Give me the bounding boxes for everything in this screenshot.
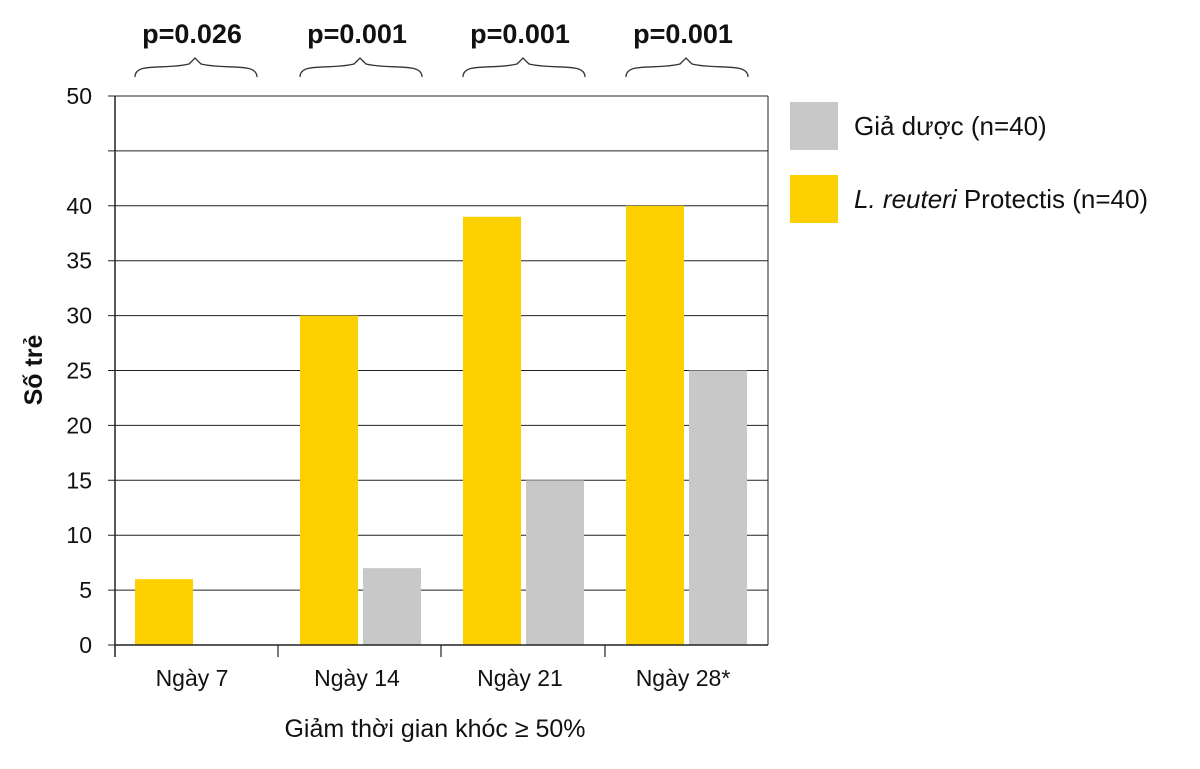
legend-label-lreuteri-italic: L. reuteri xyxy=(854,183,957,214)
legend-item-placebo: Giả dược (n=40) xyxy=(790,102,1148,150)
bar xyxy=(363,568,421,645)
y-tick-label: 30 xyxy=(66,303,92,329)
y-tick-label: 40 xyxy=(66,193,92,219)
legend-item-lreuteri: L. reuteri Protectis (n=40) xyxy=(790,175,1148,223)
bar xyxy=(300,315,358,645)
brace xyxy=(625,57,749,78)
y-tick-label: 20 xyxy=(66,412,92,438)
bars xyxy=(135,205,747,646)
brace xyxy=(299,57,423,78)
legend-swatch-lreuteri xyxy=(790,175,838,223)
p-value-annotations: p=0.026 p=0.001 p=0.001 p=0.001 xyxy=(134,19,749,78)
y-tick-label: 35 xyxy=(66,248,92,274)
axes xyxy=(114,96,769,657)
y-tick-label: 15 xyxy=(66,467,92,493)
y-axis-label: Số trẻ xyxy=(20,334,48,405)
bar xyxy=(135,579,193,645)
p-value-label: p=0.001 xyxy=(470,19,570,49)
y-tick-label: 10 xyxy=(66,522,92,548)
bar xyxy=(463,216,521,645)
legend-label-lreuteri: L. reuteri Protectis (n=40) xyxy=(854,184,1148,215)
x-category-labels: Ngày 7 Ngày 14 Ngày 21 Ngày 28* xyxy=(156,665,731,691)
bar xyxy=(526,480,584,645)
x-category-label: Ngày 7 xyxy=(156,665,229,691)
p-value-label: p=0.001 xyxy=(307,19,407,49)
legend-label-placebo: Giả dược (n=40) xyxy=(854,110,1047,141)
x-category-label: Ngày 14 xyxy=(314,665,400,691)
y-tick-label: 0 xyxy=(79,632,92,658)
p-value-label: p=0.026 xyxy=(142,19,242,49)
y-tick-label: 50 xyxy=(66,83,92,109)
y-tick-label: 25 xyxy=(66,358,92,384)
p-value-label: p=0.001 xyxy=(633,19,733,49)
bar xyxy=(689,370,747,645)
legend-swatch-placebo xyxy=(790,102,838,150)
bar xyxy=(626,205,684,646)
brace xyxy=(134,57,258,78)
y-tick-label: 5 xyxy=(79,577,92,603)
brace xyxy=(462,57,586,78)
legend-label-lreuteri-rest: Protectis (n=40) xyxy=(956,183,1149,214)
x-category-label: Ngày 21 xyxy=(477,665,563,691)
x-axis-label: Giảm thời gian khóc ≥ 50% xyxy=(284,715,585,743)
y-tick-labels: 0 5 10 15 20 25 30 35 40 50 xyxy=(66,83,92,658)
x-category-label: Ngày 28* xyxy=(636,665,731,691)
legend: Giả dược (n=40) L. reuteri Protectis (n=… xyxy=(790,102,1148,248)
gridlines xyxy=(108,95,768,646)
